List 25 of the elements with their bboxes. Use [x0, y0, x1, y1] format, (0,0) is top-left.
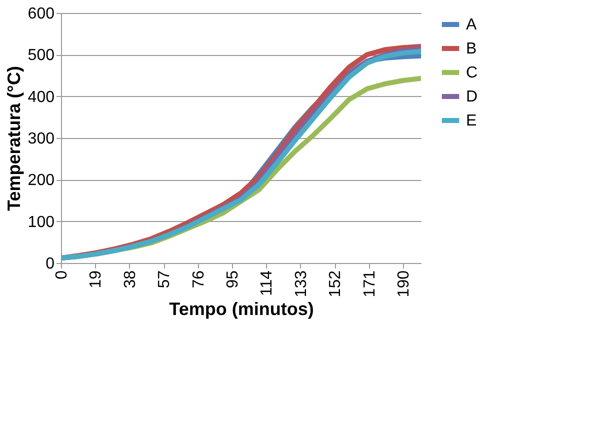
x-tick-label: 171	[361, 270, 378, 298]
y-axis-title: Temperatura (°C)	[4, 66, 24, 211]
legend-label: B	[466, 40, 477, 58]
y-tick-label: 0	[46, 256, 55, 272]
legend-label: C	[466, 64, 478, 82]
y-tick-label: 100	[28, 214, 55, 231]
x-tick-label: 0	[54, 270, 70, 280]
x-axis-title: Tempo (minutos)	[169, 299, 314, 320]
x-tick-label: 38	[122, 270, 139, 288]
x-tick-label: 76	[190, 270, 208, 288]
x-tick-label: 133	[292, 270, 310, 298]
y-tick-label: 500	[28, 47, 55, 64]
x-tick-label: 19	[88, 270, 105, 288]
y-tick-label: 600	[28, 6, 55, 22]
legend-label: E	[466, 112, 477, 130]
y-tick-label: 200	[28, 172, 55, 190]
x-tick-label: 95	[224, 270, 242, 288]
legend-label: D	[466, 88, 478, 106]
y-tick-label: 400	[28, 88, 55, 106]
x-tick-label: 57	[156, 270, 174, 288]
x-tick-label: 190	[396, 270, 412, 298]
x-tick-label: 152	[327, 270, 344, 298]
legend-label: A	[466, 16, 477, 34]
x-tick-label: 114	[258, 270, 276, 296]
y-tick-label: 300	[28, 130, 55, 148]
